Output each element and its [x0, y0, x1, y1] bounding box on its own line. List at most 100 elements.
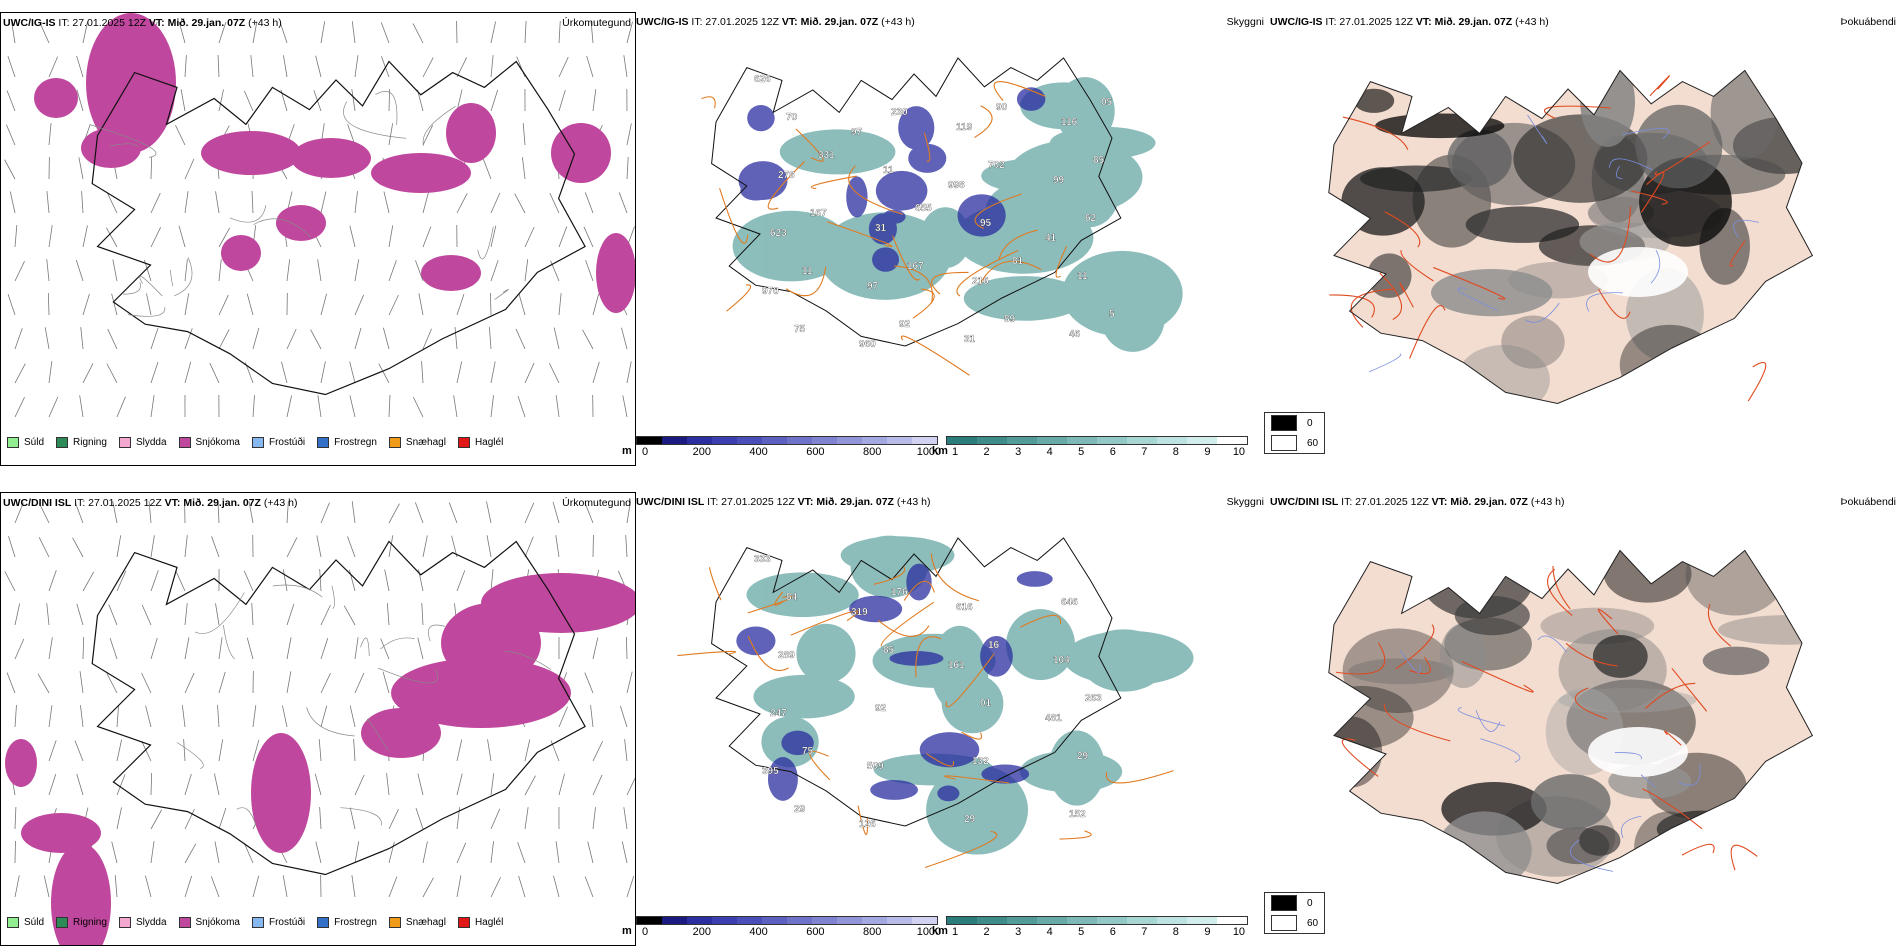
fog-legend-label: 60	[1307, 917, 1319, 929]
visibility-label: 31	[964, 334, 976, 345]
fog-index-areas	[1339, 70, 1813, 404]
visibility-label: 289	[778, 650, 795, 661]
visibility-label: 216	[972, 276, 989, 287]
visibility-label: 85	[883, 645, 895, 656]
precip-map	[4, 13, 635, 418]
visibility-label: 395	[762, 766, 779, 777]
fog-legend-item: 0	[1265, 413, 1324, 433]
legend-label: Frostúði	[268, 917, 306, 928]
colorbar-unit: km	[932, 925, 948, 937]
legend-swatch	[56, 917, 69, 928]
legend-item: Snjókoma	[178, 437, 240, 448]
fog-legend: 0 60	[1264, 412, 1326, 454]
colorbar-tick: 10	[1232, 926, 1246, 938]
colorbar-swatches	[946, 436, 1248, 445]
fog-legend-item: 60	[1265, 913, 1324, 933]
legend-item: Snæhagl	[388, 437, 446, 448]
visibility-label: 46	[1069, 329, 1081, 340]
visibility-label: 655	[915, 203, 932, 214]
visibility-label: 509	[867, 761, 884, 772]
panel-header: UWC/IG-IS IT: 27.01.2025 12Z VT: Mið. 29…	[1270, 14, 1898, 30]
valid-time: VT: Mið. 29.jan. 07Z	[797, 496, 894, 508]
visibility-label: 119	[956, 122, 973, 133]
visibility-label: 152	[1069, 809, 1086, 820]
legend-item: Frostúði	[251, 917, 306, 928]
colorbar-tick: 10	[1232, 446, 1246, 458]
colorbar-tick: 600	[806, 446, 825, 458]
colorbar-tick: 3	[1015, 446, 1022, 458]
visibility-label: 481	[1045, 713, 1062, 724]
legend-label: Slydda	[135, 437, 167, 448]
valid-time: VT: Mið. 29.jan. 07Z	[781, 16, 879, 28]
lead-time: (+43 h)	[248, 17, 282, 29]
panel-title: Úrkomutegund	[562, 497, 631, 509]
visibility-label: 41	[1045, 233, 1057, 244]
fog-legend-swatch	[1271, 915, 1297, 931]
visibility-label: 970	[762, 286, 779, 297]
visibility-label: 616	[956, 602, 973, 613]
colorbar-tick: 5	[1078, 926, 1085, 938]
colorbar-tick: 800	[862, 446, 882, 458]
lead-time: (+43 h)	[896, 496, 931, 508]
lead-time: (+43 h)	[1530, 496, 1565, 508]
precip-map	[4, 500, 635, 945]
legend-label: Frostregn	[334, 437, 377, 448]
colorbar-tick: 600	[806, 926, 825, 938]
legend-label: Snæhagl	[405, 437, 446, 448]
init-time: IT: 27.01.2025 12Z	[691, 16, 779, 28]
legend-swatch	[7, 437, 19, 448]
legend-swatch	[457, 437, 470, 448]
colorbar-tick: 9	[1204, 446, 1211, 458]
panel-header: UWC/IG-IS IT: 27.01.2025 12Z VT: Mið. 29…	[3, 15, 633, 31]
visibility-panel-row1: UWC/IG-IS IT: 27.01.2025 12Z VT: Mið. 29…	[622, 12, 1268, 464]
visibility-label: 75	[794, 324, 806, 335]
colorbar-tick: 0	[641, 926, 649, 938]
colorbar-tick: 200	[692, 926, 712, 938]
visibility-label: 11	[883, 165, 894, 176]
legend-swatch	[7, 917, 19, 928]
colorbar-tick: 7	[1141, 926, 1148, 938]
panel-header: UWC/DINI ISL IT: 27.01.2025 12Z VT: Mið.…	[1270, 494, 1898, 510]
rivers	[1399, 635, 1701, 872]
legend-swatch	[118, 917, 131, 928]
legend-swatch	[118, 437, 131, 448]
visibility-label: 623	[770, 228, 787, 239]
visibility-label: 5	[1109, 309, 1115, 320]
colorbar-tick: 1	[951, 926, 959, 938]
valid-time: VT: Mið. 29.jan. 07Z	[148, 17, 246, 29]
visibility-label: 99	[1053, 175, 1065, 186]
visibility-label: 29	[964, 814, 976, 825]
fog-legend-label: 0	[1307, 897, 1313, 909]
colorbar-tick: 1000	[916, 926, 942, 938]
visibility-label: 626	[754, 74, 771, 85]
legend-item: Rigning	[56, 437, 107, 448]
fog-legend-item: 60	[1265, 433, 1324, 453]
visibility-colorbar: km 1 2 3 4 5 6 7 8 9 10	[932, 436, 1248, 459]
legend-label: Rigning	[73, 917, 107, 928]
roads	[1329, 75, 1767, 402]
legend-label: Rigning	[73, 437, 107, 448]
fog-legend-item: 0	[1265, 893, 1324, 913]
colorbar-tick: 7	[1141, 446, 1148, 458]
colorbar-tick: 8	[1172, 926, 1179, 938]
precip-panel-row1: UWC/IG-IS IT: 27.01.2025 12Z VT: Mið. 29…	[0, 12, 636, 466]
colorbar-tick: 1	[951, 446, 959, 458]
visibility-label: 247	[770, 708, 787, 719]
visibility-label: 90	[996, 102, 1008, 113]
visibility-label: 998	[948, 180, 965, 191]
fog-panel-row2: UWC/DINI ISL IT: 27.01.2025 12Z VT: Mið.…	[1268, 492, 1900, 944]
legend-label: Frostregn	[334, 917, 377, 928]
valid-time: VT: Mið. 29.jan. 07Z	[1415, 16, 1513, 28]
coastline	[1328, 549, 1814, 885]
visibility-label: 89	[1004, 314, 1016, 325]
legend-label: Snæhagl	[405, 917, 446, 928]
visibility-label: 85	[1093, 155, 1105, 166]
legend-swatch	[317, 917, 330, 928]
fog-legend-swatch	[1271, 415, 1297, 431]
colorbar-unit: m	[622, 925, 632, 937]
visibility-label: 62	[1085, 213, 1097, 224]
legend-label: Haglél	[474, 917, 504, 928]
lead-time: (+43 h)	[1515, 16, 1549, 28]
snow-areas	[34, 13, 635, 313]
legend-swatch	[56, 437, 69, 448]
